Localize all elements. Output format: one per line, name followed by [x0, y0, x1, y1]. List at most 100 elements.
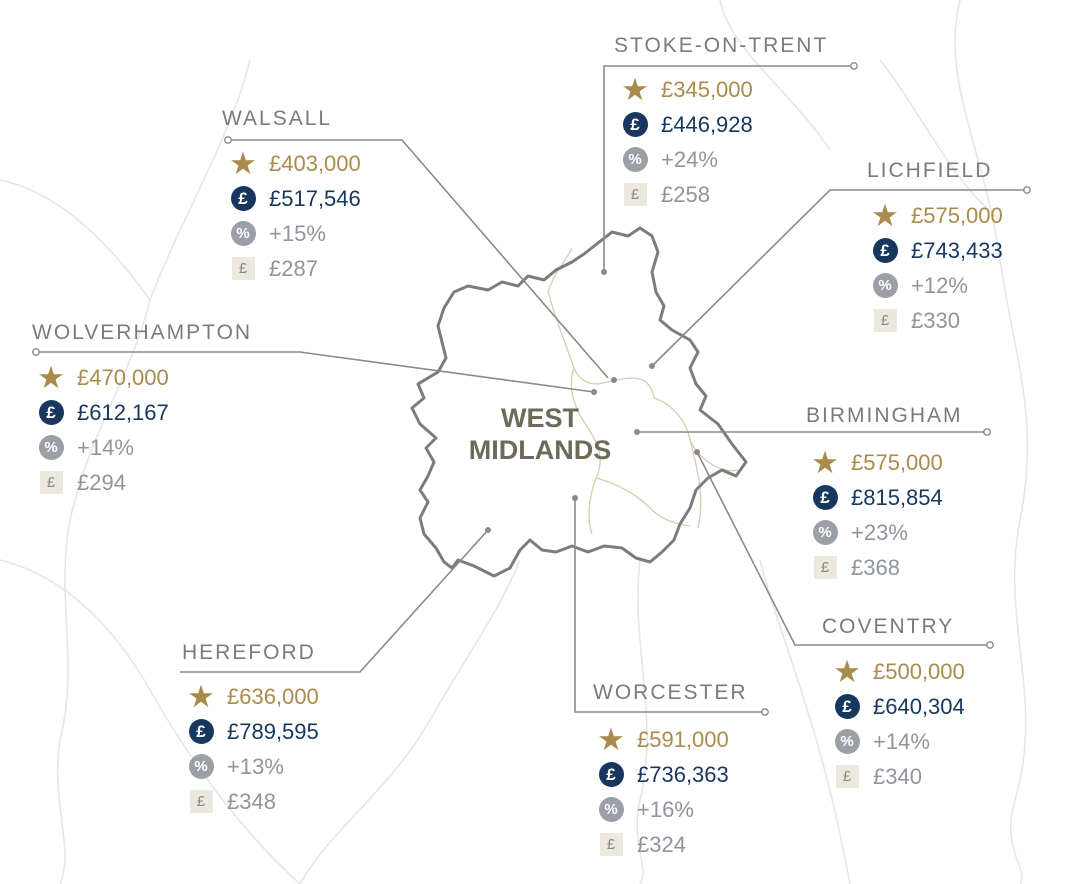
- city-label-hereford: HEREFORD: [182, 641, 316, 664]
- stat-row-percent: % +14%: [832, 724, 1062, 759]
- stat-row-star: ★ £345,000: [620, 72, 850, 107]
- stats-lichfield: ★ £575,000 £ £743,433 % +12% £ £330: [870, 198, 1075, 338]
- stat-sq-value: £368: [851, 554, 900, 580]
- percent-circle-icon: %: [832, 727, 862, 757]
- city-label-birmingham: BIRMINGHAM: [806, 404, 963, 427]
- stat-row-pound: £ £517,546: [228, 181, 458, 216]
- stat-row-star: ★ £403,000: [228, 146, 458, 181]
- stat-row-pound: £ £789,595: [186, 714, 416, 749]
- stat-row-sq: £ £324: [596, 827, 826, 862]
- stat-pound-value: £517,546: [269, 185, 361, 211]
- background-map: [0, 0, 1029, 884]
- stat-row-star: ★ £636,000: [186, 679, 416, 714]
- stat-pound-value: £789,595: [227, 718, 319, 744]
- stat-star-value: £636,000: [227, 683, 319, 709]
- percent-circle-icon: %: [596, 795, 626, 825]
- stat-sq-value: £258: [661, 181, 710, 207]
- pound-circle-icon: £: [36, 398, 66, 428]
- stat-percent-value: +16%: [637, 796, 694, 822]
- pound-circle-icon: £: [832, 692, 862, 722]
- star-icon: ★: [37, 359, 65, 395]
- percent-circle-icon: %: [810, 518, 840, 548]
- city-label-walsall: WALSALL: [222, 107, 333, 130]
- city-label-coventry: COVENTRY: [822, 615, 955, 638]
- stat-star-value: £470,000: [77, 364, 169, 390]
- region-title-line2: MIDLANDS: [468, 435, 612, 465]
- stat-sq-value: £294: [77, 469, 126, 495]
- star-icon: ★: [597, 721, 625, 757]
- pound-circle-icon: £: [810, 483, 840, 513]
- city-label-lichfield: LICHFIELD: [867, 159, 993, 182]
- star-icon: ★: [871, 197, 899, 233]
- pound-square-icon: £: [810, 553, 840, 583]
- stat-sq-value: £348: [227, 788, 276, 814]
- endpoint-dots: [32, 62, 1031, 716]
- region-outline: [410, 226, 748, 578]
- pound-circle-icon: £: [596, 760, 626, 790]
- stat-sq-value: £330: [911, 307, 960, 333]
- stat-pound-value: £612,167: [77, 399, 169, 425]
- stat-row-sq: £ £330: [870, 303, 1075, 338]
- stat-row-sq: £ £294: [36, 465, 266, 500]
- county-boundaries: [547, 247, 739, 535]
- pound-square-icon: £: [870, 306, 900, 336]
- stat-row-sq: £ £368: [810, 550, 1040, 585]
- stat-percent-value: +14%: [873, 728, 930, 754]
- region-title: WEST MIDLANDS: [440, 402, 640, 466]
- stats-coventry: ★ £500,000 £ £640,304 % +14% £ £340: [832, 654, 1062, 794]
- stat-percent-value: +14%: [77, 434, 134, 460]
- pound-circle-icon: £: [186, 717, 216, 747]
- stat-percent-value: +12%: [911, 272, 968, 298]
- stats-birmingham: ★ £575,000 £ £815,854 % +23% £ £368: [810, 445, 1040, 585]
- town-markers: [485, 269, 700, 533]
- stat-pound-value: £446,928: [661, 111, 753, 137]
- star-icon: ★: [187, 678, 215, 714]
- stat-star-value: £345,000: [661, 76, 753, 102]
- percent-circle-icon: %: [186, 752, 216, 782]
- stat-row-percent: % +23%: [810, 515, 1040, 550]
- stat-row-pound: £ £743,433: [870, 233, 1075, 268]
- stat-row-percent: % +16%: [596, 792, 826, 827]
- stat-row-star: ★ £591,000: [596, 722, 826, 757]
- stat-row-percent: % +15%: [228, 216, 458, 251]
- stat-percent-value: +13%: [227, 753, 284, 779]
- stat-percent-value: +15%: [269, 220, 326, 246]
- pound-square-icon: £: [36, 468, 66, 498]
- stat-row-sq: £ £258: [620, 177, 850, 212]
- city-label-wolverhampton: WOLVERHAMPTON: [32, 321, 253, 344]
- stat-row-percent: % +13%: [186, 749, 416, 784]
- stat-pound-value: £743,433: [911, 237, 1003, 263]
- stat-row-star: ★ £575,000: [870, 198, 1075, 233]
- stat-star-value: £403,000: [269, 150, 361, 176]
- stat-percent-value: +23%: [851, 519, 908, 545]
- pound-square-icon: £: [186, 787, 216, 817]
- pound-square-icon: £: [620, 180, 650, 210]
- pound-square-icon: £: [832, 762, 862, 792]
- star-icon: ★: [833, 653, 861, 689]
- stats-hereford: ★ £636,000 £ £789,595 % +13% £ £348: [186, 679, 416, 819]
- stat-row-pound: £ £446,928: [620, 107, 850, 142]
- pound-square-icon: £: [596, 830, 626, 860]
- stat-row-sq: £ £348: [186, 784, 416, 819]
- stat-star-value: £500,000: [873, 658, 965, 684]
- stat-row-star: ★ £500,000: [832, 654, 1062, 689]
- stat-pound-value: £736,363: [637, 761, 729, 787]
- stat-row-pound: £ £736,363: [596, 757, 826, 792]
- percent-circle-icon: %: [620, 145, 650, 175]
- star-icon: ★: [621, 71, 649, 107]
- stats-stoke-on-trent: ★ £345,000 £ £446,928 % +24% £ £258: [620, 72, 850, 212]
- leader-lines: [36, 65, 1027, 713]
- stat-pound-value: £640,304: [873, 693, 965, 719]
- stat-row-pound: £ £612,167: [36, 395, 266, 430]
- pound-circle-icon: £: [228, 184, 258, 214]
- stat-sq-value: £287: [269, 255, 318, 281]
- stat-row-sq: £ £340: [832, 759, 1062, 794]
- percent-circle-icon: %: [870, 271, 900, 301]
- stat-pound-value: £815,854: [851, 484, 943, 510]
- percent-circle-icon: %: [36, 433, 66, 463]
- stat-row-pound: £ £815,854: [810, 480, 1040, 515]
- stat-row-sq: £ £287: [228, 251, 458, 286]
- stat-row-pound: £ £640,304: [832, 689, 1062, 724]
- stat-star-value: £575,000: [851, 449, 943, 475]
